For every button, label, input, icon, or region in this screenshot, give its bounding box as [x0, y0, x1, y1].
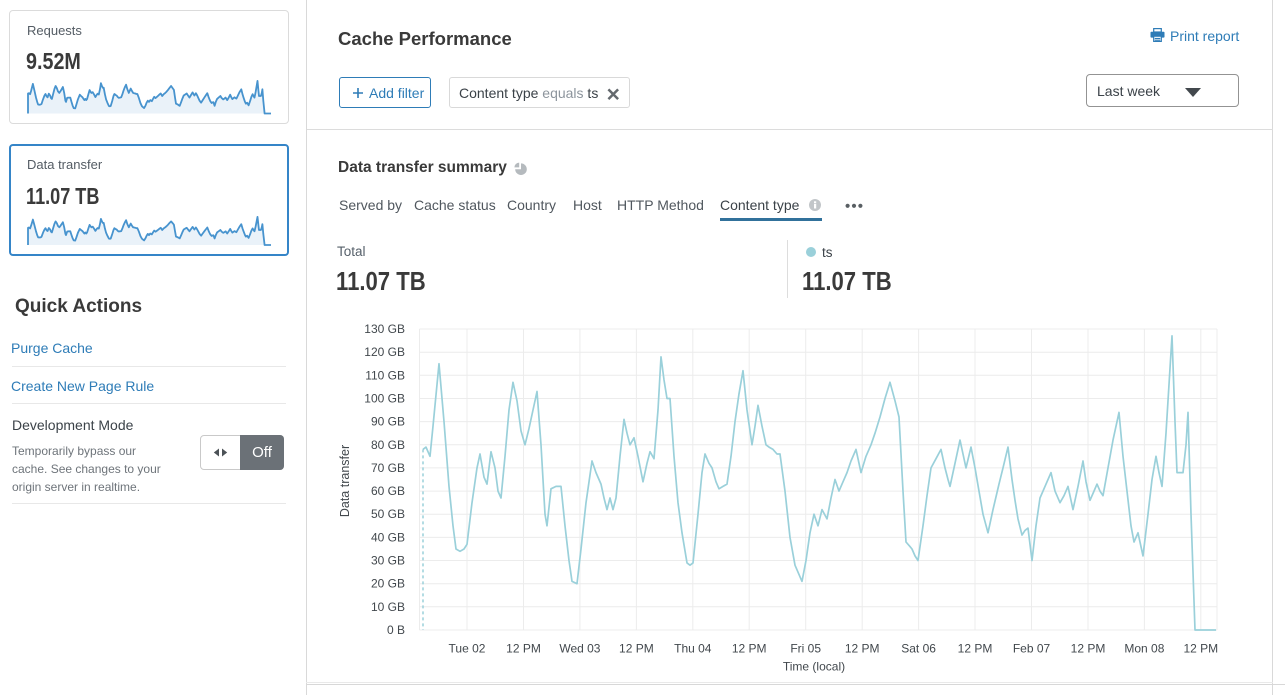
- svg-text:Time (local): Time (local): [783, 660, 845, 674]
- svg-text:12 PM: 12 PM: [845, 642, 880, 656]
- svg-text:60 GB: 60 GB: [371, 484, 405, 498]
- svg-text:Thu 04: Thu 04: [674, 642, 712, 656]
- svg-text:70 GB: 70 GB: [371, 461, 405, 475]
- svg-text:12 PM: 12 PM: [958, 642, 993, 656]
- svg-text:12 PM: 12 PM: [1183, 642, 1218, 656]
- svg-text:12 PM: 12 PM: [619, 642, 654, 656]
- svg-text:0 B: 0 B: [387, 623, 405, 637]
- svg-text:Data transfer: Data transfer: [338, 445, 352, 517]
- svg-text:Sat 06: Sat 06: [901, 642, 936, 656]
- svg-text:130 GB: 130 GB: [364, 322, 405, 336]
- svg-text:30 GB: 30 GB: [371, 554, 405, 568]
- svg-text:Feb 07: Feb 07: [1013, 642, 1051, 656]
- svg-text:110 GB: 110 GB: [365, 368, 405, 382]
- svg-text:50 GB: 50 GB: [371, 507, 405, 521]
- svg-text:90 GB: 90 GB: [371, 415, 405, 429]
- svg-text:120 GB: 120 GB: [364, 345, 405, 359]
- svg-text:100 GB: 100 GB: [364, 392, 405, 406]
- svg-text:40 GB: 40 GB: [371, 530, 405, 544]
- svg-text:10 GB: 10 GB: [371, 600, 405, 614]
- svg-text:20 GB: 20 GB: [371, 577, 405, 591]
- svg-text:80 GB: 80 GB: [371, 438, 405, 452]
- svg-text:Mon 08: Mon 08: [1124, 642, 1164, 656]
- svg-text:12 PM: 12 PM: [732, 642, 767, 656]
- svg-text:Tue 02: Tue 02: [449, 642, 486, 656]
- svg-text:Fri 05: Fri 05: [790, 642, 821, 656]
- svg-text:12 PM: 12 PM: [1071, 642, 1106, 656]
- svg-text:Wed 03: Wed 03: [559, 642, 600, 656]
- svg-text:12 PM: 12 PM: [506, 642, 541, 656]
